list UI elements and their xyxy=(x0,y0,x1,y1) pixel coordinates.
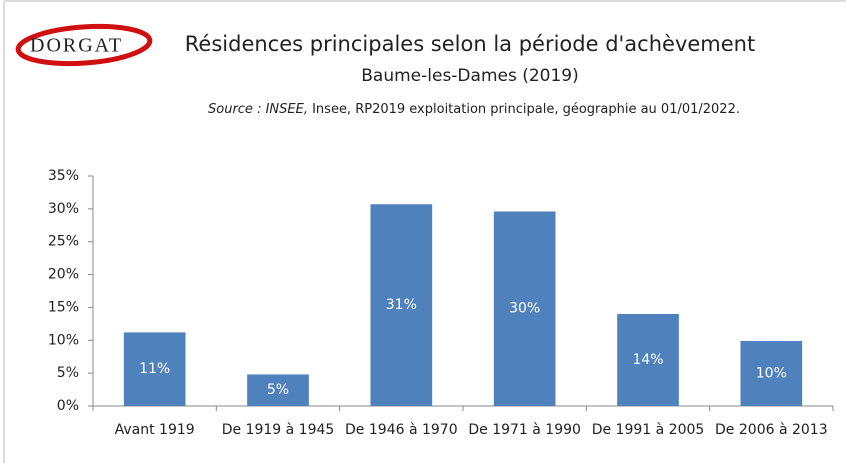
y-tick-label: 10% xyxy=(48,332,79,348)
value-label: 5% xyxy=(267,382,289,398)
x-tick-label: De 1946 à 1970 xyxy=(345,422,458,438)
x-tick-label: De 2006 à 2013 xyxy=(715,422,828,438)
bar xyxy=(740,340,803,406)
y-tick-label: 35% xyxy=(48,168,79,184)
value-label: 10% xyxy=(756,365,787,381)
x-tick-label: De 1971 à 1990 xyxy=(468,422,581,438)
y-tick-label: 0% xyxy=(57,398,79,414)
bar xyxy=(123,332,186,406)
logo: DORGAT xyxy=(15,23,153,67)
source-text: Insee, RP2019 exploitation principale, g… xyxy=(312,102,740,117)
x-tick-label: De 1919 à 1945 xyxy=(222,422,335,438)
bar xyxy=(370,204,433,406)
value-label: 11% xyxy=(139,361,170,377)
logo-text: DORGAT xyxy=(30,35,123,57)
value-label: 30% xyxy=(509,301,540,317)
bar xyxy=(247,374,309,406)
y-tick-label: 15% xyxy=(48,299,79,315)
source: Source : INSEE, Insee, RP2019 exploitati… xyxy=(208,102,740,117)
value-label: 31% xyxy=(386,297,417,313)
x-tick-label: De 1991 à 2005 xyxy=(592,422,705,438)
y-tick-label: 20% xyxy=(48,267,79,283)
bar xyxy=(493,211,556,406)
source-prefix: Source : INSEE, xyxy=(208,102,308,117)
y-tick-label: 5% xyxy=(57,365,79,381)
value-label: 14% xyxy=(632,352,663,368)
logo-swoosh xyxy=(15,23,153,67)
x-tick-label: Avant 1919 xyxy=(115,422,195,438)
y-tick-label: 25% xyxy=(48,234,79,250)
chart-title: Résidences principales selon la période … xyxy=(185,32,755,56)
bar xyxy=(617,314,679,406)
chart-subtitle: Baume-les-Dames (2019) xyxy=(361,66,579,86)
y-tick-label: 30% xyxy=(48,201,79,217)
